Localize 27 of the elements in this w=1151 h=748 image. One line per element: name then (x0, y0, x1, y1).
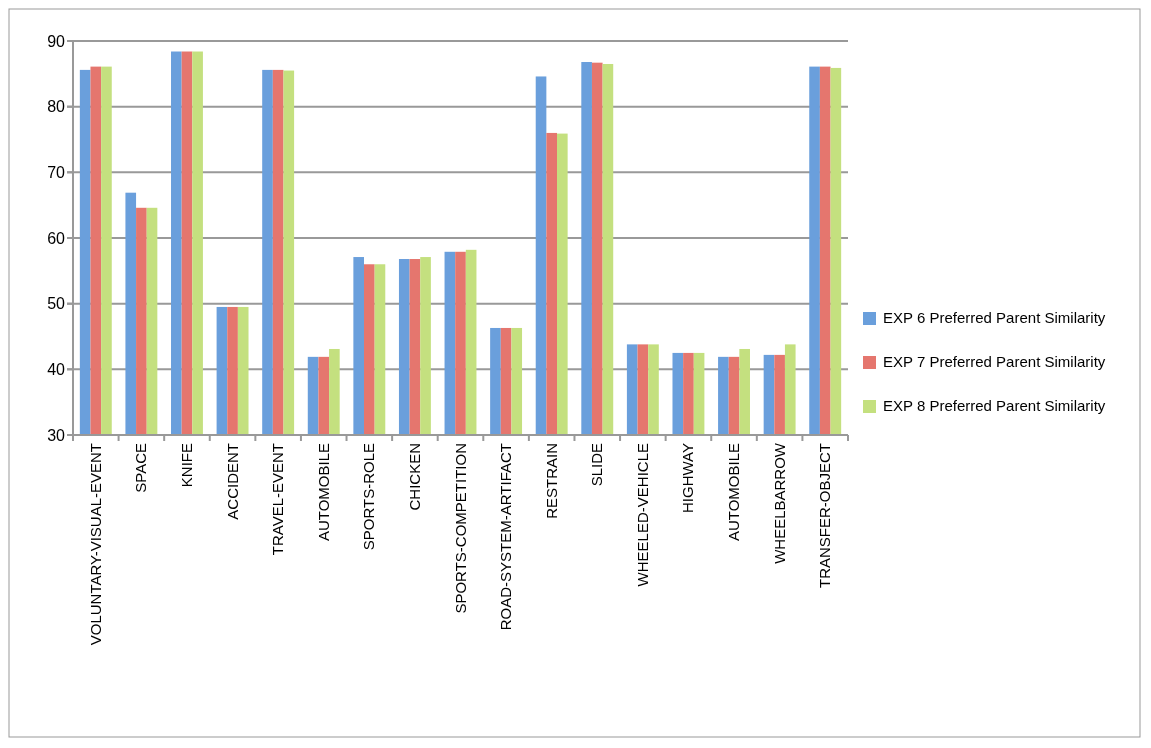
x-tick-label: WHEELBARROW (770, 442, 788, 564)
x-tick-label: SPORTS-ROLE (360, 443, 378, 551)
x-tick-label: HIGHWAY (679, 443, 697, 513)
x-tick-label: ROAD-SYSTEM-ARTIFACT (497, 443, 515, 631)
x-tick-label: SPORTS-COMPETITION (451, 443, 469, 614)
x-tick-label: ACCIDENT (223, 443, 241, 520)
y-tick-label: 30 (47, 426, 66, 444)
y-tick-label: 70 (47, 163, 66, 181)
y-tick-label: 60 (47, 229, 66, 247)
x-tick-label: CHICKEN (405, 443, 423, 511)
legend-label: EXP 8 Preferred Parent Similarity (883, 397, 1106, 415)
x-tick-label: AUTOMOBILE (314, 443, 332, 542)
x-tick-label: SLIDE (588, 443, 606, 487)
y-tick-label: 90 (47, 32, 66, 50)
x-tick-label: AUTOMOBILE (725, 443, 743, 542)
x-tick-label: TRANSFER-OBJECT (816, 443, 834, 589)
x-tick-label: TRAVEL-EVENT (269, 443, 287, 556)
x-tick-label: WHEELED-VEHICLE (633, 443, 651, 587)
x-tick-label: KNIFE (177, 443, 195, 488)
x-tick-label: VOLUNTARY-VISUAL-EVENT (86, 443, 104, 646)
y-tick-label: 40 (47, 360, 66, 378)
legend-label: EXP 7 Preferred Parent Similarity (883, 353, 1106, 371)
legend-label: EXP 6 Preferred Parent Similarity (883, 309, 1106, 327)
y-tick-label: 80 (47, 98, 66, 116)
x-tick-label: RESTRAIN (542, 443, 560, 519)
x-tick-label: SPACE (132, 443, 150, 493)
y-tick-label: 50 (47, 295, 66, 313)
